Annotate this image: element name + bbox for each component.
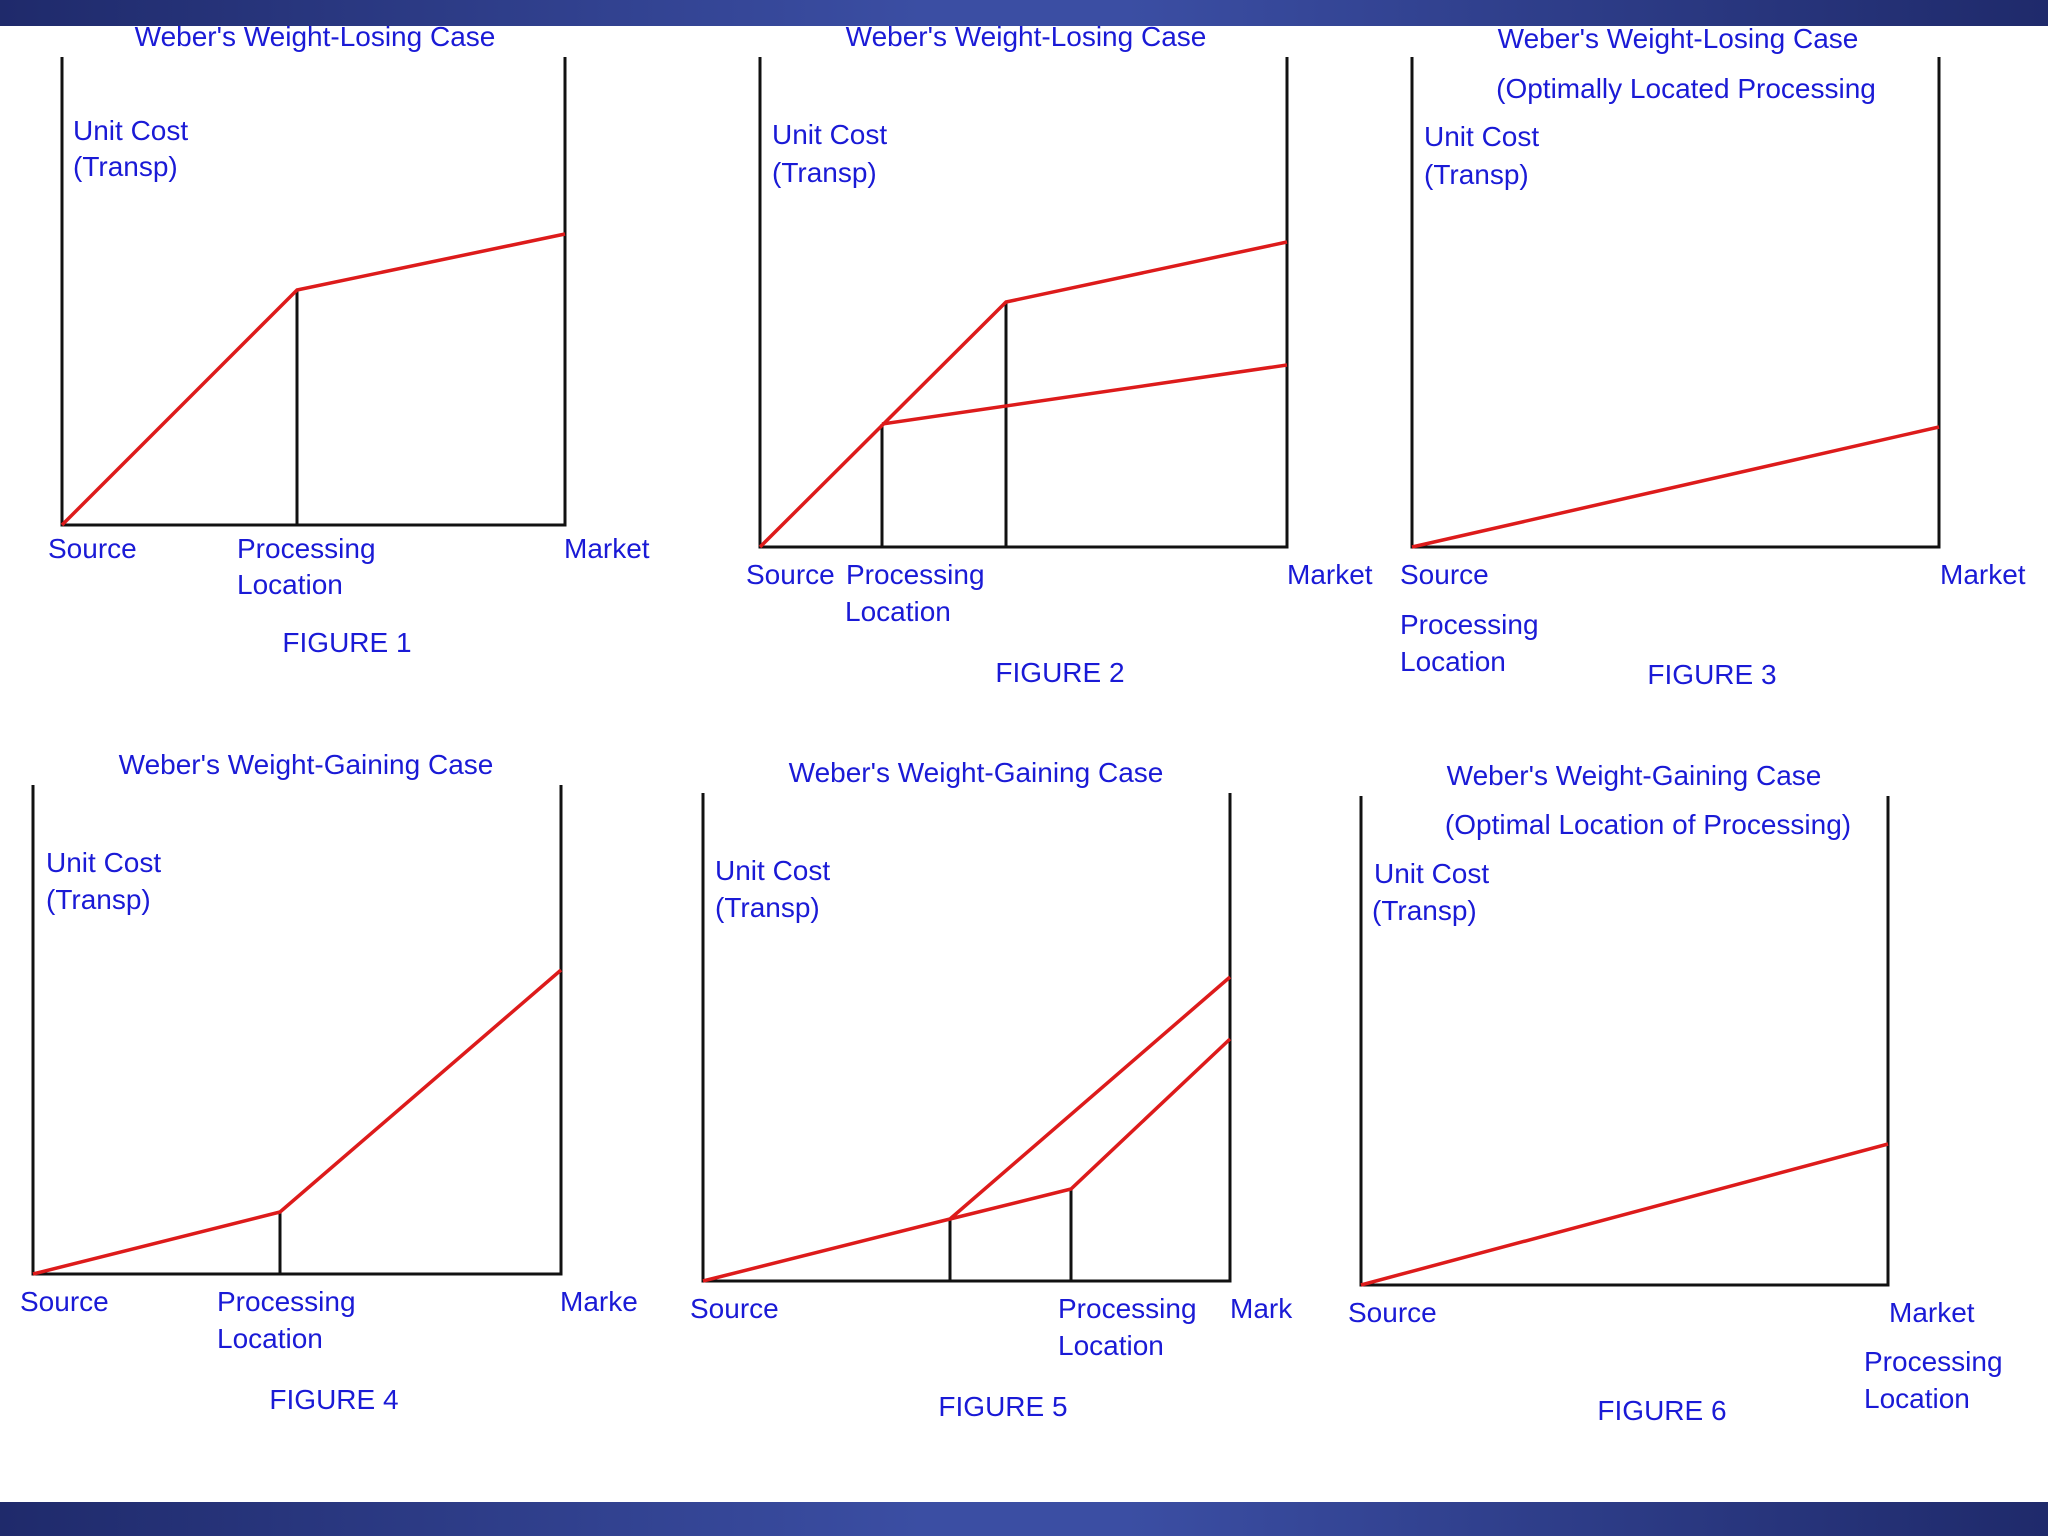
figure-2-ylabel-line2: (Transp)	[772, 157, 877, 188]
figure-3-title: Weber's Weight-Losing Case	[1498, 23, 1859, 54]
figure-4-axes	[31, 785, 563, 1276]
figure-4-cost-curve	[32, 968, 563, 1276]
figure-6: Weber's Weight-Gaining Case (Optimal Loc…	[1348, 760, 2003, 1426]
figure-5-market-label: Mark	[1230, 1293, 1293, 1324]
figure-3-subtitle: (Optimally Located Processing	[1496, 73, 1876, 104]
figure-3-processing-label-line1: Processing	[1400, 609, 1539, 640]
figure-5-ylabel-line1: Unit Cost	[715, 855, 830, 886]
figure-5-source-label: Source	[690, 1293, 779, 1324]
figure-2-market-label: Market	[1287, 559, 1373, 590]
figure-5-caption: FIGURE 5	[938, 1391, 1067, 1422]
figure-6-cost-curve	[1360, 1142, 1889, 1287]
figure-2-title: Weber's Weight-Losing Case	[846, 21, 1207, 52]
figure-6-source-label: Source	[1348, 1297, 1437, 1328]
figure-5-ylabel-line2: (Transp)	[715, 892, 820, 923]
figure-1-cost-curve	[60, 232, 566, 527]
figure-5-cost-curve-lower	[949, 1037, 1232, 1221]
figure-3: Weber's Weight-Losing Case (Optimally Lo…	[1400, 23, 2026, 690]
figure-4-caption: FIGURE 4	[269, 1384, 398, 1415]
top-frame-bar	[0, 0, 2048, 26]
figure-3-cost-curve	[1411, 425, 1940, 549]
figure-4-ylabel-line1: Unit Cost	[46, 847, 161, 878]
figure-2-caption: FIGURE 2	[995, 657, 1124, 688]
figure-2-axes	[758, 57, 1289, 549]
figure-1-caption: FIGURE 1	[282, 627, 411, 658]
bottom-frame-bar	[0, 1502, 2048, 1536]
figure-2-source-label: Source	[746, 559, 835, 590]
figure-6-market-label: Market	[1889, 1297, 1975, 1328]
figure-5-processing-label-line1: Processing	[1058, 1293, 1197, 1324]
figure-3-ylabel-line2: (Transp)	[1424, 159, 1529, 190]
figure-4-processing-label-line1: Processing	[217, 1286, 356, 1317]
figure-4-title: Weber's Weight-Gaining Case	[119, 749, 494, 780]
figure-1-market-label: Market	[564, 533, 650, 564]
figure-4-source-label: Source	[20, 1286, 109, 1317]
figure-3-axes	[1410, 57, 1941, 549]
figure-6-subtitle: (Optimal Location of Processing)	[1445, 809, 1851, 840]
figure-1-title: Weber's Weight-Losing Case	[135, 21, 496, 52]
figure-1-ylabel-line1: Unit Cost	[73, 115, 188, 146]
figure-3-processing-label-line2: Location	[1400, 646, 1506, 677]
figure-6-processing-label-line2: Location	[1864, 1383, 1970, 1414]
figure-1-ylabel-line2: (Transp)	[73, 151, 178, 182]
figure-6-processing-label-line1: Processing	[1864, 1346, 2003, 1377]
figure-2: Weber's Weight-Losing Case Unit Cost (Tr…	[746, 21, 1373, 688]
figure-3-source-label: Source	[1400, 559, 1489, 590]
figure-2-cost-curve-lower	[881, 363, 1288, 426]
figure-3-ylabel-line1: Unit Cost	[1424, 121, 1539, 152]
figure-2-ylabel-line1: Unit Cost	[772, 119, 887, 150]
figure-1: Weber's Weight-Losing Case Unit Cost (Tr…	[48, 21, 650, 658]
figure-5-processing-label-line2: Location	[1058, 1330, 1164, 1361]
figure-5-axes	[701, 793, 1232, 1283]
figure-5: Weber's Weight-Gaining Case Unit Cost (T…	[690, 757, 1293, 1422]
figure-6-caption: FIGURE 6	[1597, 1395, 1726, 1426]
figure-6-axes	[1359, 796, 1890, 1287]
figure-6-title: Weber's Weight-Gaining Case	[1447, 760, 1822, 791]
figure-1-processing-label-line2: Location	[237, 569, 343, 600]
figure-6-ylabel-line2: (Transp)	[1372, 895, 1477, 926]
figure-5-title: Weber's Weight-Gaining Case	[789, 757, 1164, 788]
figure-1-source-label: Source	[48, 533, 137, 564]
figure-6-ylabel-line1: Unit Cost	[1374, 858, 1489, 889]
figure-3-market-label: Market	[1940, 559, 2026, 590]
figure-4: Weber's Weight-Gaining Case Unit Cost (T…	[20, 749, 638, 1415]
figure-2-processing-label-line1: Processing	[846, 559, 985, 590]
figure-4-processing-label-line2: Location	[217, 1323, 323, 1354]
figure-3-caption: FIGURE 3	[1647, 659, 1776, 690]
figure-1-processing-label-line1: Processing	[237, 533, 376, 564]
figure-5-cost-curve-upper	[702, 975, 1232, 1283]
figure-2-processing-label-line2: Location	[845, 596, 951, 627]
figure-1-axes	[60, 57, 567, 527]
figure-4-market-label: Marke	[560, 1286, 638, 1317]
figure-4-ylabel-line2: (Transp)	[46, 884, 151, 915]
figure-2-cost-curve-upper	[758, 240, 1288, 549]
